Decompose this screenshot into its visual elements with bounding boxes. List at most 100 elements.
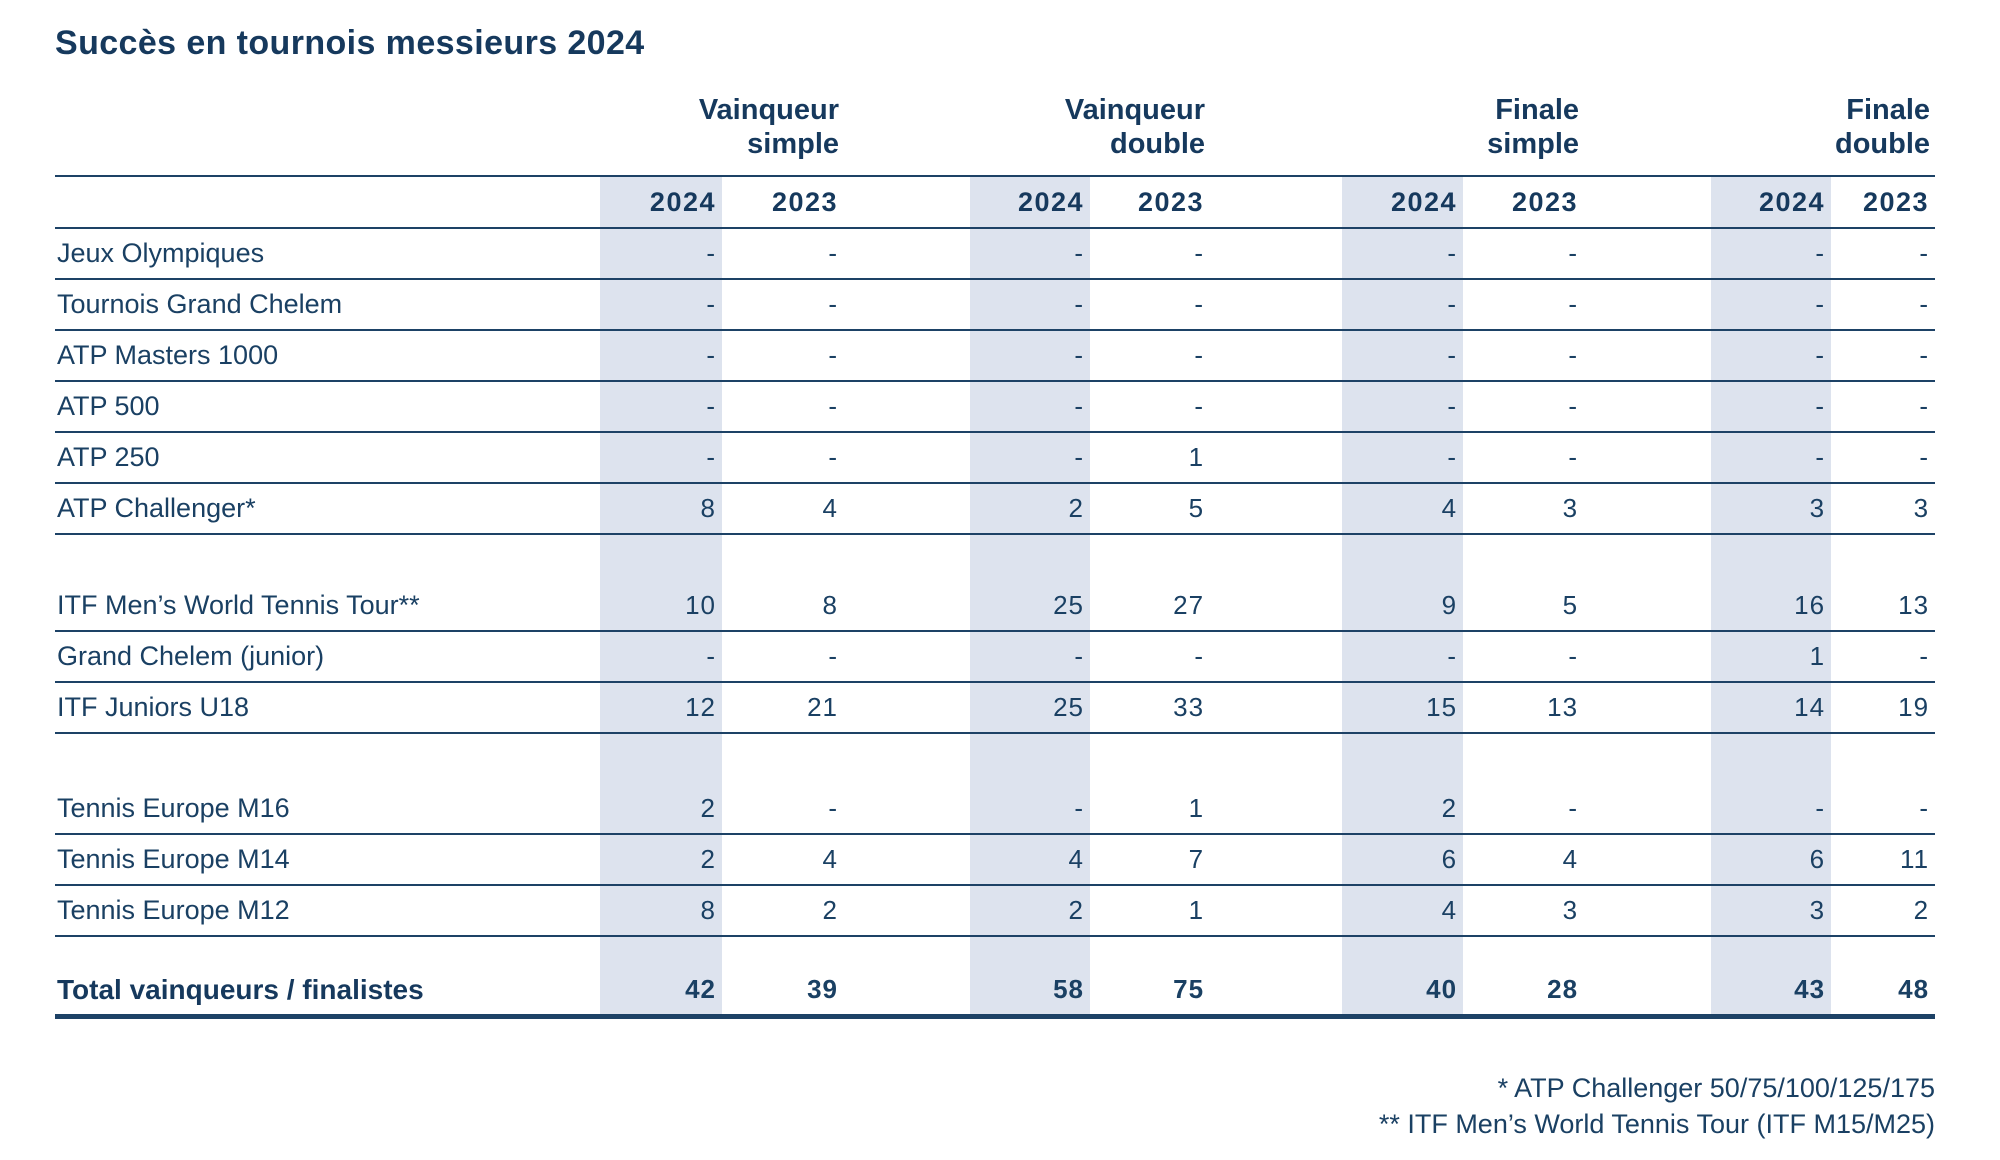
group-gap	[844, 432, 971, 485]
group-gap	[1210, 483, 1343, 536]
cell-2024: -	[970, 228, 1091, 281]
row-label	[55, 733, 600, 783]
table-row: Tennis Europe M12 8 2 2 1 4 3 3 2	[55, 885, 1936, 938]
group-gap	[844, 682, 971, 735]
cell-2024: 1	[1711, 631, 1832, 684]
cell-2024: -	[600, 631, 722, 684]
cell-2023: 3	[1463, 483, 1585, 536]
cell-2024: -	[1711, 381, 1832, 434]
cell-2024	[970, 733, 1091, 784]
footnotes: * ATP Challenger 50/75/100/125/175 ** IT…	[55, 1071, 1935, 1142]
group-gap	[844, 176, 971, 230]
cell-2024: 3	[1711, 885, 1832, 938]
group-gap	[1584, 631, 1712, 684]
cell-2024: 6	[1342, 834, 1464, 887]
year-header-2024: 2024	[1711, 176, 1832, 230]
row-label: ATP Challenger*	[55, 483, 600, 536]
group-label-line: Finale	[1495, 94, 1580, 126]
table-row: Grand Chelem (junior) - - - - - -1-	[55, 631, 1936, 684]
cell-2024: -	[1711, 432, 1832, 485]
cell-2023: 5	[1090, 483, 1211, 536]
cell-2023: 13	[1463, 682, 1585, 735]
group-gap	[1210, 534, 1342, 580]
cell-2024: -	[970, 631, 1091, 684]
cell-2024: 14	[1711, 682, 1832, 735]
table-row: ATP 500- - - - - - - -	[55, 381, 1936, 434]
cell-2023: 1	[1090, 885, 1211, 938]
cell-2024: -	[1342, 228, 1464, 281]
cell-2023: 4	[722, 483, 845, 536]
cell-2023: -	[1831, 783, 1936, 836]
footnote-atp-challenger: * ATP Challenger 50/75/100/125/175	[1497, 1072, 1935, 1103]
cell-2024: 2	[970, 885, 1091, 938]
year-header-2024: 2024	[600, 176, 722, 230]
year-header-2023: 2023	[1463, 176, 1585, 230]
cell-2023	[1831, 534, 1935, 580]
group-gap	[844, 483, 971, 536]
cell-2023: -	[1090, 631, 1211, 684]
cell-2023: 3	[1463, 885, 1585, 938]
group-gap	[1584, 93, 1712, 178]
cell-2023: -	[1463, 279, 1585, 332]
cell-2024: 2	[600, 783, 722, 836]
group-gap	[1210, 783, 1343, 836]
cell-2023: 19	[1831, 682, 1936, 735]
cell-2024	[600, 534, 722, 581]
group-gap	[1584, 483, 1712, 536]
table-row: Jeux Olympiques - - - - - - - -	[55, 228, 1936, 281]
group-gap	[844, 834, 971, 887]
row-label: Tennis Europe M16	[55, 783, 600, 836]
group-gap	[844, 783, 971, 836]
group-gap	[1210, 381, 1343, 434]
group-gap	[1210, 631, 1343, 684]
table-row: ATP 250- - -1- - - -	[55, 432, 1936, 485]
cell-2024: 10	[600, 580, 722, 633]
cell-2023: 11	[1831, 834, 1936, 887]
row-label: Tennis Europe M14	[55, 834, 600, 887]
cell-2024	[1342, 534, 1464, 581]
cell-2024: 25	[970, 682, 1091, 735]
cell-2023: -	[1090, 228, 1211, 281]
cell-2023: -	[1831, 432, 1936, 485]
table-body: Jeux Olympiques - - - - - - - - Tournois Grand Ch…	[55, 228, 1936, 1019]
cell-2024	[600, 733, 722, 784]
cell-2023: 1	[1090, 432, 1211, 485]
year-header-spacer	[55, 176, 600, 230]
group-header-finale-double: Finale double	[1711, 93, 1936, 178]
cell-2023: 8	[722, 580, 845, 633]
year-header-2023: 2023	[1831, 176, 1936, 230]
group-gap	[1210, 580, 1343, 633]
group-gap	[1584, 176, 1712, 230]
group-gap	[844, 885, 971, 938]
cell-2023: -	[722, 330, 845, 383]
row-label: ATP Masters 1000	[55, 330, 600, 383]
spacer-row	[55, 936, 1935, 966]
row-label: ATP 500	[55, 381, 600, 434]
cell-2024: -	[1711, 228, 1832, 281]
cell-2023: -	[1831, 228, 1936, 281]
cell-2024: 4	[1342, 885, 1464, 938]
group-gap	[844, 93, 971, 178]
group-gap	[844, 330, 971, 383]
group-gap	[1210, 936, 1342, 965]
cell-2023: -	[1463, 228, 1585, 281]
page-title: Succès en tournois messieurs 2024	[55, 24, 645, 62]
cell-2024: -	[600, 228, 722, 281]
cell-2023	[1831, 733, 1935, 783]
cell-2024: 42	[600, 965, 722, 1019]
cell-2023: -	[722, 631, 845, 684]
cell-2023: -	[1463, 432, 1585, 485]
group-gap	[1584, 279, 1712, 332]
cell-2024: -	[1711, 783, 1832, 836]
group-gap	[1210, 330, 1343, 383]
group-gap	[1584, 885, 1712, 938]
total-row-label: Total vainqueurs / finalistes	[55, 965, 600, 1019]
group-gap	[1584, 381, 1712, 434]
group-header-spacer	[55, 93, 600, 178]
group-gap	[844, 580, 971, 633]
group-label-line: Finale	[1846, 94, 1931, 126]
table-row: ITF Men’s World Tennis Tour** 10 8 25 27 9 5 16…	[55, 580, 1936, 633]
group-header-finale-simple: Finale simple	[1342, 93, 1585, 178]
year-header-2024: 2024	[1342, 176, 1464, 230]
